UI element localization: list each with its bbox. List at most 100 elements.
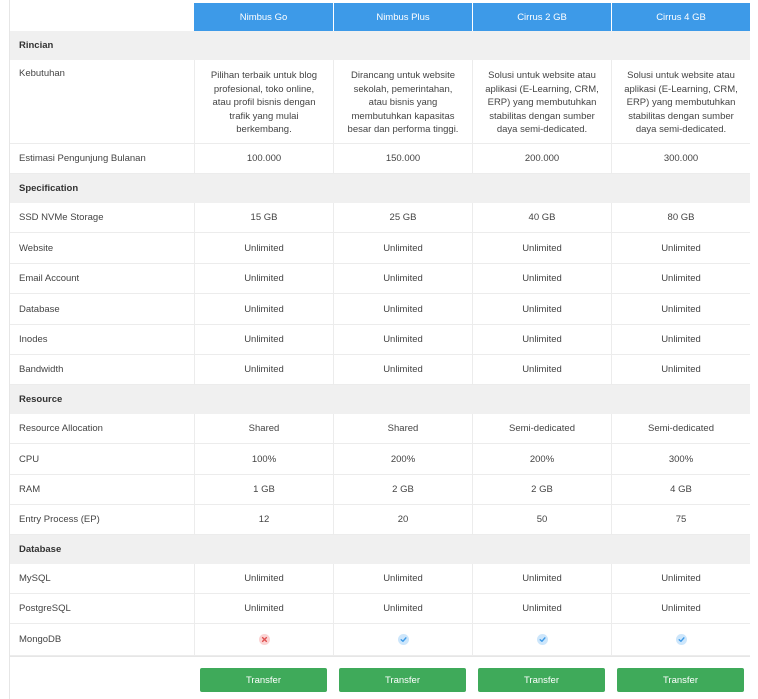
transfer-button-row: Transfer Transfer Transfer Transfer [10, 656, 750, 699]
footer-cell: Transfer [333, 656, 472, 699]
table-cell [333, 624, 472, 655]
table-row-inodes: Inodes Unlimited Unlimited Unlimited Unlimit… [10, 325, 750, 355]
check-circle-icon [675, 634, 687, 645]
row-label: SSD NVMe Storage [19, 212, 104, 223]
table-cell: Unlimited [194, 264, 333, 293]
table-cell: 2 GB [333, 475, 472, 504]
row-label: Inodes [19, 334, 48, 345]
table-cell: 300% [611, 444, 750, 474]
table-cell: Unlimited [333, 564, 472, 593]
table-cell: 300.000 [611, 144, 750, 173]
plan-header-cirrus-4gb: Cirrus 4 GB [611, 3, 750, 31]
transfer-button-nimbus-go[interactable]: Transfer [200, 668, 327, 692]
table-row-ssd-nvme-storage: SSD NVMe Storage 15 GB 25 GB 40 GB 80 GB [10, 203, 750, 233]
table-cell: Unlimited [472, 294, 611, 324]
table-cell: 100.000 [194, 144, 333, 173]
section-heading: Resource [19, 394, 63, 405]
check-circle-icon [536, 634, 548, 645]
plan-header-cirrus-2gb: Cirrus 2 GB [472, 3, 611, 31]
transfer-button-nimbus-plus[interactable]: Transfer [339, 668, 466, 692]
table-cell: Unlimited [333, 325, 472, 354]
plan-header-row: Nimbus Go Nimbus Plus Cirrus 2 GB Cirrus… [194, 3, 750, 31]
table-cell: Unlimited [472, 594, 611, 623]
table-cell: 75 [611, 505, 750, 534]
row-label: Email Account [19, 273, 80, 284]
table-cell: 80 GB [611, 203, 750, 232]
table-row-bandwidth: Bandwidth Unlimited Unlimited Unlimited Unli… [10, 355, 750, 385]
table-cell: Dirancang untuk website sekolah, pemerin… [333, 60, 472, 143]
table-cell: Unlimited [333, 355, 472, 384]
table-cell: Unlimited [611, 594, 750, 623]
table-cell: Solusi untuk website atau aplikasi (E-Le… [611, 60, 750, 143]
table-cell: Unlimited [472, 355, 611, 384]
transfer-button-cirrus-4gb[interactable]: Transfer [617, 668, 744, 692]
section-heading: Rincian [19, 40, 54, 51]
table-cell: Unlimited [472, 264, 611, 293]
section-row-database: Database [10, 535, 750, 564]
table-row-resource-allocation: Resource Allocation Shared Shared Semi-dedi… [10, 414, 750, 444]
table-cell: Unlimited [611, 294, 750, 324]
table-cell: Shared [333, 414, 472, 443]
footer-cell: Transfer [472, 656, 611, 699]
plan-header-nimbus-go: Nimbus Go [194, 3, 333, 31]
row-label: MySQL [19, 573, 51, 584]
table-cell: Unlimited [333, 294, 472, 324]
table-cell: 20 [333, 505, 472, 534]
row-label: PostgreSQL [19, 603, 71, 614]
row-label: Entry Process (EP) [19, 514, 100, 525]
table-row-website: Website Unlimited Unlimited Unlimited Unlimi… [10, 233, 750, 264]
transfer-button-cirrus-2gb[interactable]: Transfer [478, 668, 605, 692]
table-row-entry-process-ep: Entry Process (EP) 12 20 50 75 [10, 505, 750, 535]
table-row-ram: RAM 1 GB 2 GB 2 GB 4 GB [10, 475, 750, 505]
row-label: Database [19, 303, 60, 315]
table-cell: Unlimited [611, 355, 750, 384]
table-left-border [9, 0, 10, 699]
table-cell [611, 624, 750, 655]
table-cell: Unlimited [194, 564, 333, 593]
table-cell: Unlimited [472, 325, 611, 354]
row-label: MongoDB [19, 634, 62, 645]
table-cell: Unlimited [333, 233, 472, 263]
table-row-email-account: Email Account Unlimited Unlimited Unlimited… [10, 264, 750, 294]
table-row-estimasi-pengunjung-bulanan: Estimasi Pengunjung Bulanan 100.000 150.00… [10, 144, 750, 174]
row-label: Bandwidth [19, 364, 64, 375]
footer-divider [10, 656, 750, 657]
table-cell: 50 [472, 505, 611, 534]
table-cell: Unlimited [194, 325, 333, 354]
footer-cell: Transfer [611, 656, 750, 699]
footer-cell: Transfer [194, 656, 333, 699]
table-cell: 150.000 [333, 144, 472, 173]
plan-header-nimbus-plus: Nimbus Plus [333, 3, 472, 31]
table-cell: Shared [194, 414, 333, 443]
table-cell: 15 GB [194, 203, 333, 232]
table-cell: Unlimited [333, 264, 472, 293]
table-cell: 1 GB [194, 475, 333, 504]
section-row-resource: Resource [10, 385, 750, 414]
table-cell: Unlimited [333, 594, 472, 623]
row-label: Kebutuhan [19, 68, 65, 79]
section-heading: Specification [19, 183, 79, 194]
table-cell: Semi-dedicated [611, 414, 750, 443]
table-cell: Solusi untuk website atau aplikasi (E-Le… [472, 60, 611, 143]
section-row-specification: Specification [10, 174, 750, 203]
table-cell [194, 624, 333, 655]
table-cell: Unlimited [472, 564, 611, 593]
table-cell: Unlimited [194, 594, 333, 623]
table-cell: Pilihan terbaik untuk blog profesional, … [194, 60, 333, 143]
table-cell: Unlimited [194, 294, 333, 324]
table-row-mongodb: MongoDB [10, 624, 750, 656]
table-cell: 200.000 [472, 144, 611, 173]
table-cell: Unlimited [472, 233, 611, 263]
table-cell: 200% [333, 444, 472, 474]
row-label: RAM [19, 484, 41, 495]
table-cell: 100% [194, 444, 333, 474]
x-circle-icon [258, 634, 270, 645]
table-row-kebutuhan: Kebutuhan Pilihan terbaik untuk blog prof… [10, 60, 750, 144]
row-label: Estimasi Pengunjung Bulanan [19, 153, 146, 164]
table-row-cpu: CPU 100% 200% 200% 300% [10, 444, 750, 475]
table-cell: Unlimited [194, 355, 333, 384]
table-row-database: Database Unlimited Unlimited Unlimited Unlim… [10, 294, 750, 325]
table-cell: 2 GB [472, 475, 611, 504]
table-cell: Unlimited [611, 233, 750, 263]
